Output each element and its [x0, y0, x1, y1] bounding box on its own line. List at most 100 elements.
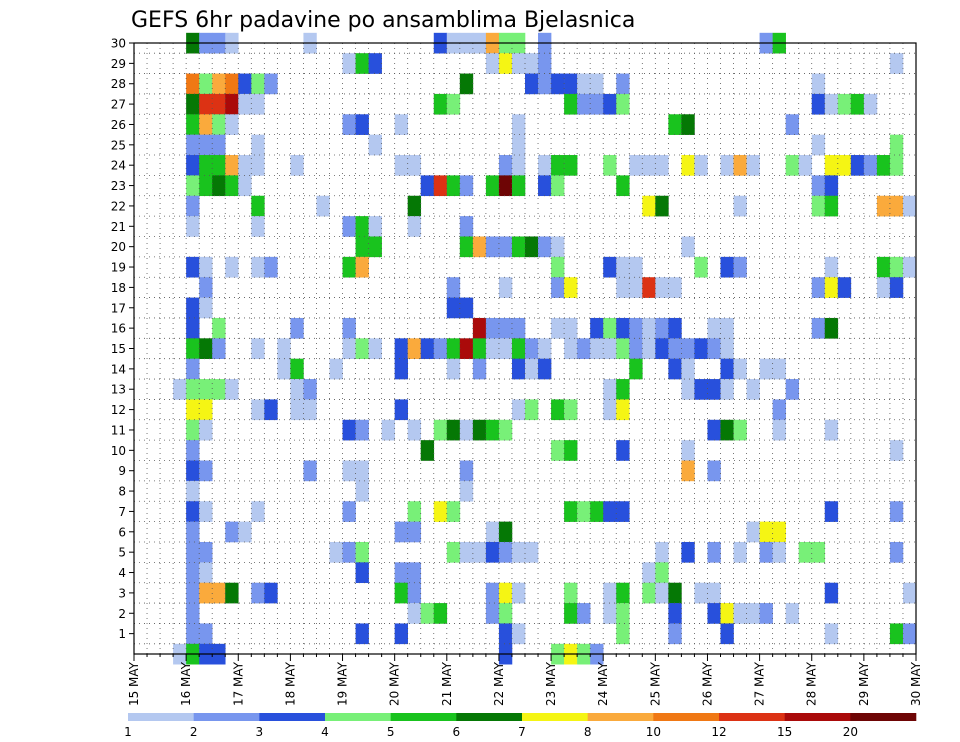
heatmap-cell — [785, 603, 799, 624]
heatmap-cell — [355, 216, 369, 237]
colorbar-label: 20 — [843, 725, 858, 739]
heatmap-cell — [902, 582, 917, 604]
heatmap-cell — [577, 501, 591, 522]
heatmap-cell — [511, 623, 526, 645]
heatmap-cell — [707, 460, 721, 482]
colorbar-swatch — [653, 713, 720, 721]
heatmap-cell — [368, 134, 382, 156]
heatmap-cell — [837, 93, 852, 115]
x-tick-label: 15 MAY — [127, 661, 141, 706]
heatmap-cell — [342, 338, 356, 359]
heatmap-cells — [173, 32, 917, 665]
heatmap-cell — [720, 419, 734, 441]
y-tick-label: 8 — [118, 485, 126, 499]
heatmap-cell — [668, 114, 682, 135]
y-tick-label: 18 — [111, 281, 126, 295]
heatmap-cell — [212, 379, 226, 400]
heatmap-cell — [889, 134, 904, 156]
y-tick-label: 2 — [118, 607, 126, 621]
heatmap-cell — [616, 582, 630, 604]
heatmap-cell — [407, 195, 422, 217]
heatmap-cell — [538, 175, 552, 197]
heatmap-cell — [199, 399, 213, 421]
heatmap-cell — [212, 73, 226, 95]
heatmap-cell — [616, 338, 630, 359]
heatmap-cell — [472, 317, 487, 339]
heatmap-cell — [407, 501, 422, 522]
heatmap-cell — [785, 114, 799, 135]
heatmap-cell — [525, 53, 539, 74]
heatmap-cell — [824, 582, 839, 604]
heatmap-cell — [720, 155, 734, 176]
heatmap-cell — [186, 603, 200, 624]
heatmap-cell — [433, 93, 448, 115]
heatmap-cell — [290, 155, 304, 176]
heatmap-cell — [407, 419, 422, 441]
heatmap-cell — [199, 93, 213, 115]
heatmap-cell — [772, 419, 786, 441]
heatmap-cell — [616, 93, 630, 115]
heatmap-cell — [459, 297, 474, 319]
heatmap-cell — [420, 175, 435, 197]
heatmap-cell — [394, 521, 408, 543]
heatmap-cell — [251, 195, 265, 217]
heatmap-cell — [733, 541, 747, 563]
heatmap-cell — [485, 338, 500, 359]
heatmap-cell — [511, 53, 526, 74]
heatmap-cell — [238, 521, 252, 543]
heatmap-cell — [603, 399, 617, 421]
x-tick-label: 30 MAY — [909, 661, 923, 706]
x-tick-label: 20 MAY — [388, 661, 402, 706]
heatmap-cell — [616, 317, 630, 339]
heatmap-cell — [355, 480, 369, 502]
heatmap-cell — [746, 521, 760, 543]
heatmap-cell — [603, 379, 617, 400]
heatmap-cell — [498, 541, 513, 563]
heatmap-cell — [538, 236, 552, 258]
heatmap-cell — [824, 277, 839, 298]
chart-title: GEFS 6hr padavine po ansamblima Bjelasni… — [131, 8, 635, 33]
heatmap-cell — [433, 338, 448, 359]
heatmap-cell — [551, 73, 565, 95]
heatmap-cell — [876, 256, 891, 278]
y-tick-label: 25 — [111, 138, 126, 152]
heatmap-cell — [381, 419, 395, 441]
heatmap-cell — [511, 114, 526, 135]
heatmap-cell — [707, 338, 721, 359]
heatmap-cell — [824, 419, 839, 441]
heatmap-cell — [824, 175, 839, 197]
x-tick-label: 21 MAY — [440, 661, 454, 706]
heatmap-cell — [433, 175, 448, 197]
x-tick-label: 17 MAY — [231, 661, 245, 706]
heatmap-cell — [681, 114, 695, 135]
heatmap-cell — [889, 277, 904, 298]
heatmap-cell — [511, 399, 526, 421]
heatmap-cell — [498, 155, 513, 176]
heatmap-cell — [590, 338, 604, 359]
heatmap-cell — [186, 480, 200, 502]
heatmap-cell — [251, 216, 265, 237]
heatmap-cell — [251, 399, 265, 421]
heatmap-cell — [642, 277, 656, 298]
heatmap-cell — [342, 501, 356, 522]
heatmap-cell — [603, 603, 617, 624]
heatmap-cell — [642, 195, 656, 217]
heatmap-cell — [824, 93, 839, 115]
heatmap-cell — [681, 338, 695, 359]
heatmap-cell — [889, 155, 904, 176]
heatmap-cell — [303, 399, 317, 421]
heatmap-cell — [472, 338, 487, 359]
heatmap-cell — [342, 419, 356, 441]
heatmap-cell — [694, 338, 708, 359]
heatmap-cell — [511, 155, 526, 176]
heatmap-cell — [811, 134, 826, 156]
heatmap-cell — [733, 358, 747, 380]
heatmap-cell — [772, 521, 786, 543]
heatmap-cell — [303, 460, 317, 482]
heatmap-cell — [459, 480, 474, 502]
heatmap-cell — [186, 419, 200, 441]
heatmap-cell — [290, 399, 304, 421]
heatmap-cell — [681, 541, 695, 563]
heatmap-cell — [863, 93, 878, 115]
